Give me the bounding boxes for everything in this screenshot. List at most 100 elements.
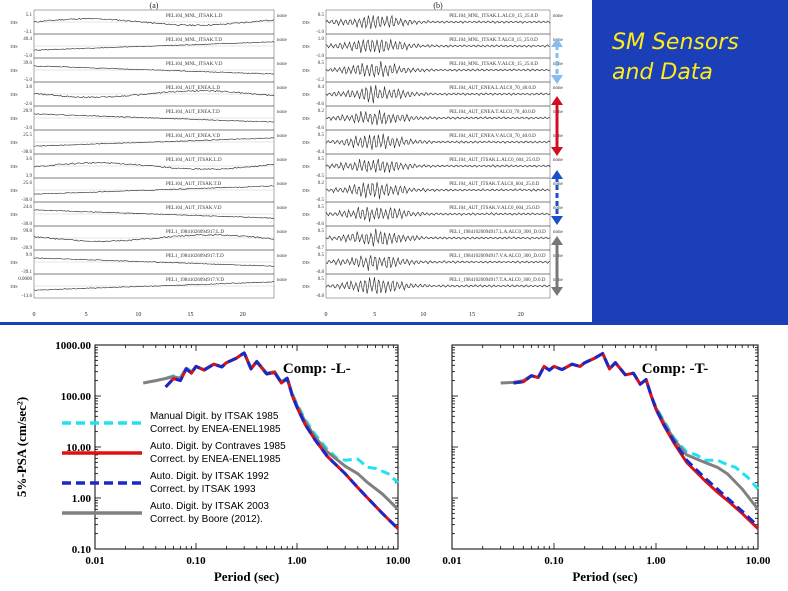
- panel-b-ylabel: DIS: [302, 20, 310, 25]
- x-tick-label: 0.01: [442, 555, 461, 567]
- legend-label: Correct. by ENEA-ENEL1985: [150, 424, 281, 435]
- legend-label: Correct. by ITSAK 1993: [150, 484, 256, 495]
- panel-b-trace-label: PEL1_19841026094917.T.A.ALC0_300_D.0.D: [449, 278, 546, 283]
- legend-label: Auto. Digit. by Contraves 1985: [150, 441, 286, 452]
- series-line: [513, 352, 760, 528]
- panel-a-trace-label: PEL104_AUT_ENEA.T.D: [166, 110, 220, 115]
- panel-b-trace-label: PEL104_MNL_ITSAK.T.ALC0_15_25.0.D: [449, 38, 538, 43]
- panel-a-scale-top: 5.1: [26, 13, 33, 18]
- panel-b-x-tick: 0: [325, 312, 328, 318]
- panel-a-trace-label: PEL104_AUT_ITSAK.V.D: [166, 206, 222, 211]
- panel-a-trace-line: [33, 257, 275, 267]
- x-tick-label: 0.10: [186, 555, 206, 567]
- panel-b-right-tag: none: [553, 158, 564, 163]
- panel-b-scale-bottom: -0.6: [316, 222, 324, 227]
- panel-b-scale-top: 0.5: [318, 229, 325, 234]
- panel-a-scale-top: 20.9: [23, 109, 32, 114]
- panel-a-right-tag: none: [277, 134, 288, 139]
- panel-b-trace-line: [325, 133, 551, 150]
- panel-a-scale-top: 3.8: [26, 85, 33, 90]
- x-tick-label: 0.01: [85, 555, 104, 567]
- panel-a-ylabel: DIS: [10, 260, 18, 265]
- panel-a-scale-bottom: -3.1: [24, 30, 32, 35]
- panel-b-label: (b): [433, 1, 443, 10]
- panel-a-scale-bottom: -3.0: [24, 126, 32, 131]
- panel-a-scale-bottom: -5.0: [24, 78, 32, 83]
- y-tick-label: 10.00: [66, 442, 91, 454]
- panel-a-trace-line: [33, 89, 275, 99]
- panel-b-ylabel: DIS: [302, 44, 310, 49]
- panel-b-right-tag: none: [553, 86, 564, 91]
- panel-b-trace-line: [325, 158, 551, 173]
- panel-a-ylabel: DIS: [10, 188, 18, 193]
- component-label: Comp: -L-: [283, 361, 351, 377]
- panel-a-trace-label: PEL104_MNL_ITSAK.L.D: [166, 14, 223, 19]
- panel-a-right-tag: none: [277, 38, 288, 43]
- panel-b-scale-bottom: -0.4: [316, 150, 324, 155]
- x-tick-label: 1.00: [646, 555, 666, 567]
- panel-a-right-tag: none: [277, 62, 288, 67]
- panel-a-scale-top: 40.4: [23, 37, 32, 42]
- panel-b-trace-label: PEL104_MNL_ITSAK.L.ALC0_15_25.0.D: [449, 14, 538, 19]
- panel-b-trace-label: PEL104_AUT_ENEA.V.ALC0_70_40.0.D: [449, 134, 536, 139]
- panel-b-ylabel: DIS: [302, 188, 310, 193]
- panel-a-trace-line: [34, 113, 275, 123]
- panel-a-scale-top: 9.9: [26, 253, 33, 258]
- panel-b-scale-top: 0.2: [318, 109, 325, 114]
- series-line: [164, 351, 400, 530]
- panel-a-scale-top: 25.5: [23, 133, 32, 138]
- panel-b-ylabel: DIS: [302, 164, 310, 169]
- panel-a-trace-line: [33, 185, 275, 195]
- panel-b-ylabel: DIS: [302, 140, 310, 145]
- panel-b-trace-line: [325, 85, 551, 104]
- panel-b-x-tick: 15: [469, 312, 475, 318]
- panel-a-trace-line: [34, 65, 275, 75]
- panel-a-x-tick: 15: [188, 312, 194, 318]
- panel-b-scale-bottom: -1.0: [316, 54, 324, 59]
- component-label: Comp: -T-: [642, 361, 709, 377]
- panel-b-scale-top: 0.5: [318, 61, 325, 66]
- panel-b-x-tick: 5: [373, 312, 376, 318]
- panel-b-x-tick: 10: [420, 312, 426, 318]
- panel-a-ylabel: DIS: [10, 164, 18, 169]
- panel-a-right-tag: none: [277, 206, 288, 211]
- panel-a-trace-label: PEL104_AUT_ENEA.V.D: [166, 134, 220, 139]
- panel-b-scale-bottom: -0.6: [316, 102, 324, 107]
- panel-a-scale-top: 24.6: [23, 205, 32, 210]
- panel-a-trace-label: PEL1_19841026094917.L.D: [166, 230, 224, 235]
- panel-a-ylabel: DIS: [10, 44, 18, 49]
- panel-b-scale-bottom: -1.2: [316, 78, 324, 83]
- legend-label: Auto. Digit. by ITSAK 2003: [150, 501, 269, 512]
- panel-a-right-tag: none: [277, 86, 288, 91]
- panel-a-right-tag: none: [277, 230, 288, 235]
- panel-a-trace-line: [33, 281, 275, 291]
- panel-a-trace-line: [33, 137, 275, 147]
- y-axis-label: 5%-PSA (cm/sec²): [14, 397, 29, 497]
- legend-label: Manual Digit. by ITSAK 1985: [150, 411, 279, 422]
- panel-b-x-tick: 20: [518, 312, 524, 318]
- panel-a-trace-label: PEL104_AUT_ENEA.L.D: [166, 86, 221, 91]
- panel-a-scale-bottom: -30.0: [22, 222, 33, 227]
- panel-a-ylabel: DIS: [10, 68, 18, 73]
- panel-a-trace-label: PEL104_AUT_ITSAK.L.D: [166, 158, 222, 163]
- panel-a-right-tag: none: [277, 278, 288, 283]
- x-tick-label: 0.10: [544, 555, 564, 567]
- panel-b-trace-label: PEL1_19841026094917.V.A.ALC0_300_D.0.D: [449, 254, 546, 259]
- group-arrow-head-down: [551, 75, 563, 84]
- panel-a-scale-bottom: -39.1: [22, 270, 33, 275]
- bottom-panel: 0.01 0.10 1.00 10.00 0.10 1.00 10.00 100.00 1000…: [0, 322, 788, 591]
- panel-a-trace-label: PEL104_MNL_ITSAK.T.D: [166, 38, 222, 43]
- panel-a-trace-label: PEL1_19841026094917.T.D: [166, 254, 224, 259]
- panel-a-scale-top: 99.8: [23, 229, 32, 234]
- panel-a-scale-top: 25.6: [23, 181, 32, 186]
- panel-b-ylabel: DIS: [302, 92, 310, 97]
- panel-b-ylabel: DIS: [302, 236, 310, 241]
- panel-a-trace-label: PEL1_19841026094917.V.D: [166, 278, 224, 283]
- panel-a-ylabel: DIS: [10, 212, 18, 217]
- panel-a-ylabel: DIS: [10, 236, 18, 241]
- panel-a-ylabel: DIS: [10, 284, 18, 289]
- panel-b-scale-top: 0.5: [318, 205, 325, 210]
- panel-b-trace-line: [325, 61, 551, 78]
- panel-a-scale-bottom: 3.9: [26, 174, 33, 179]
- panel-b-ylabel: DIS: [302, 116, 310, 121]
